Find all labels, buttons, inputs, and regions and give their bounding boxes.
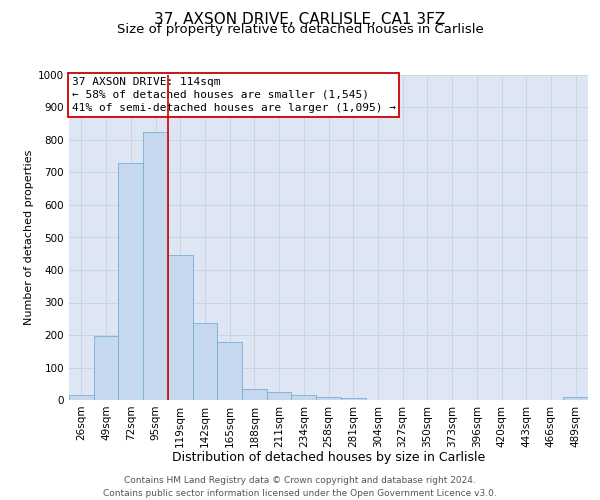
Y-axis label: Number of detached properties: Number of detached properties — [24, 150, 34, 325]
Bar — [316, 398, 341, 400]
X-axis label: Distribution of detached houses by size in Carlisle: Distribution of detached houses by size … — [172, 451, 485, 464]
Bar — [267, 392, 292, 400]
Bar — [242, 388, 267, 400]
Bar — [217, 342, 242, 400]
Bar — [563, 398, 588, 400]
Bar — [69, 395, 94, 400]
Text: 37 AXSON DRIVE: 114sqm
← 58% of detached houses are smaller (1,545)
41% of semi-: 37 AXSON DRIVE: 114sqm ← 58% of detached… — [71, 76, 395, 113]
Bar — [292, 395, 316, 400]
Bar — [341, 398, 365, 400]
Bar — [94, 336, 118, 400]
Text: 37, AXSON DRIVE, CARLISLE, CA1 3FZ: 37, AXSON DRIVE, CARLISLE, CA1 3FZ — [154, 12, 446, 28]
Bar — [118, 162, 143, 400]
Bar — [143, 132, 168, 400]
Bar — [168, 254, 193, 400]
Bar — [193, 322, 217, 400]
Text: Contains HM Land Registry data © Crown copyright and database right 2024.
Contai: Contains HM Land Registry data © Crown c… — [103, 476, 497, 498]
Text: Size of property relative to detached houses in Carlisle: Size of property relative to detached ho… — [116, 22, 484, 36]
